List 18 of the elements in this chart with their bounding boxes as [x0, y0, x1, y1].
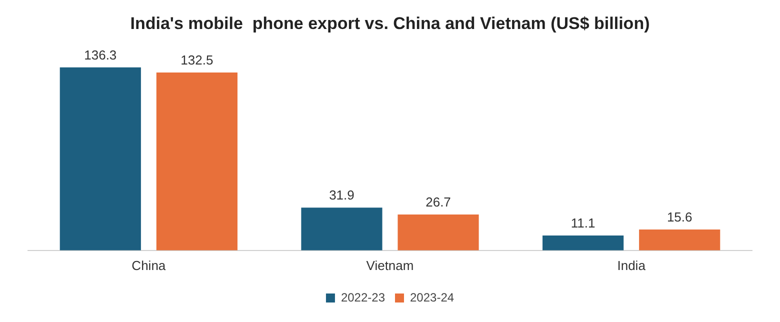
bar: [542, 235, 624, 250]
bar: [639, 229, 720, 250]
data-label: 136.3: [84, 47, 117, 62]
x-tick-label: China: [132, 258, 166, 273]
x-tick-label: India: [617, 258, 646, 273]
bar: [398, 214, 479, 250]
bar: [301, 208, 382, 250]
data-label: 132.5: [180, 52, 214, 68]
data-label: 31.9: [329, 188, 354, 203]
x-tick-label: Vietnam: [366, 258, 414, 273]
chart-title: India's mobile phone export vs. China and Vietnam (US$ billion): [130, 14, 650, 33]
bar: [60, 67, 141, 250]
bar: [156, 72, 238, 250]
legend-label: 2023-24: [410, 290, 454, 304]
data-label: 15.6: [666, 210, 692, 225]
data-label: 26.7: [426, 194, 451, 210]
legend-label: 2022-23: [340, 290, 386, 304]
data-label: 11.1: [570, 216, 596, 231]
